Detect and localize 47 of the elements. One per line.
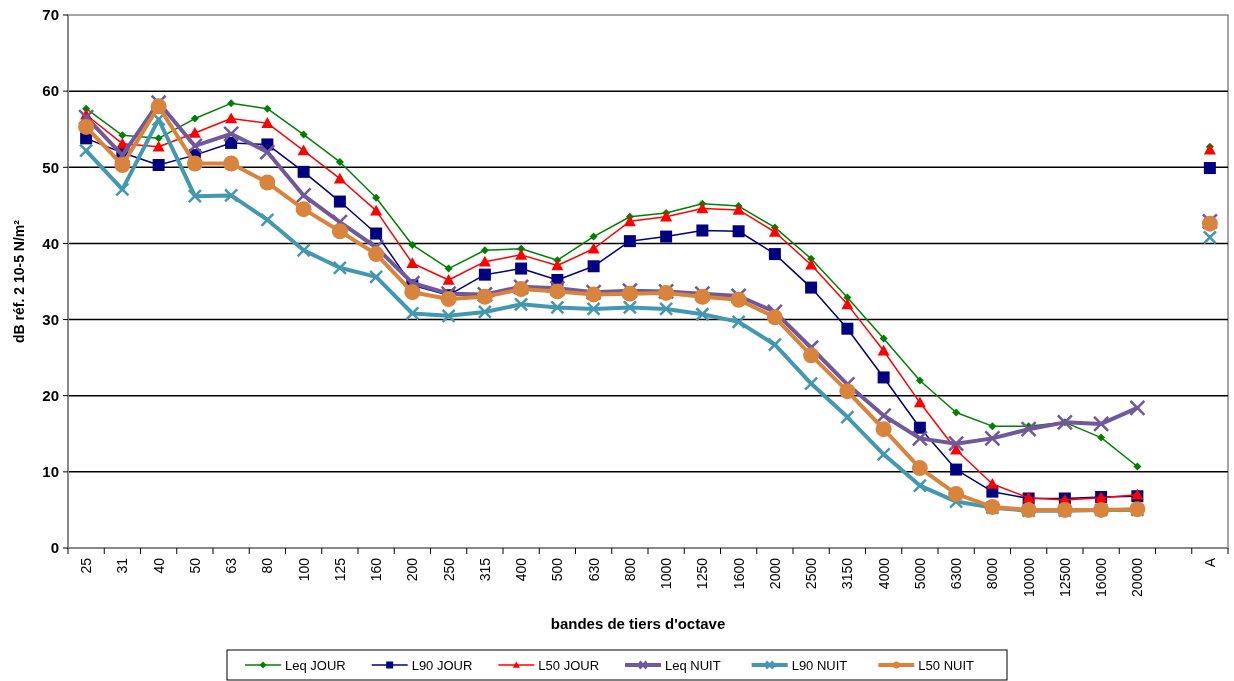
x-tick-label: 500	[549, 557, 566, 582]
x-tick-label: 20000	[1129, 557, 1146, 597]
x-tick-label: 6300	[948, 557, 965, 590]
y-tick-label: 60	[42, 82, 59, 100]
x-tick-label: 630	[585, 557, 602, 582]
x-tick-label: A	[1201, 557, 1218, 568]
x-tick-label: 2500	[803, 557, 820, 590]
x-tick-label: 80	[259, 557, 276, 574]
legend-label: L50 JOUR	[538, 657, 600, 673]
y-axis-title: dB réf. 2 10-5 N/m²	[11, 219, 27, 343]
y-tick-label: 20	[42, 386, 59, 404]
y-tick-label: 30	[42, 310, 59, 328]
x-tick-label: 50	[186, 557, 203, 574]
y-tick-label: 0	[50, 539, 59, 557]
x-tick-label: 200	[404, 557, 421, 582]
legend-label: L50 NUIT	[918, 657, 975, 673]
x-tick-label: 25	[78, 557, 95, 574]
y-tick-label: 70	[42, 6, 59, 24]
y-tick-label: 50	[42, 158, 59, 176]
x-tick-label: 40	[150, 557, 167, 574]
legend-label: Leq JOUR	[285, 657, 346, 673]
x-tick-label: 31	[114, 557, 131, 574]
x-tick-label: 160	[368, 557, 385, 582]
legend-label: L90 JOUR	[411, 657, 473, 673]
x-tick-label: 8000	[984, 557, 1001, 590]
x-tick-label: 10000	[1020, 557, 1037, 597]
x-axis-title: bandes de tiers d'octave	[550, 615, 726, 632]
x-tick-label: 1600	[730, 557, 747, 590]
x-tick-label: 315	[476, 557, 493, 582]
x-tick-label: 1250	[694, 557, 711, 590]
x-tick-label: 800	[621, 557, 638, 582]
legend-label: L90 NUIT	[791, 657, 848, 673]
x-tick-label: 400	[513, 557, 530, 582]
x-tick-label: 4000	[875, 557, 892, 590]
x-tick-label: 12500	[1056, 557, 1073, 597]
x-tick-label: 63	[223, 557, 240, 574]
x-tick-label: 5000	[911, 557, 928, 590]
x-tick-label: 125	[331, 557, 348, 582]
y-tick-label: 10	[42, 463, 59, 481]
x-tick-label: 3150	[839, 557, 856, 590]
legend-label: Leq NUIT	[665, 657, 721, 673]
x-tick-label: 250	[440, 557, 457, 582]
x-tick-label: 100	[295, 557, 312, 582]
x-tick-label: 16000	[1093, 557, 1110, 597]
y-tick-label: 40	[42, 234, 59, 252]
x-tick-label: 1000	[658, 557, 675, 590]
x-tick-label: 2000	[766, 557, 783, 590]
